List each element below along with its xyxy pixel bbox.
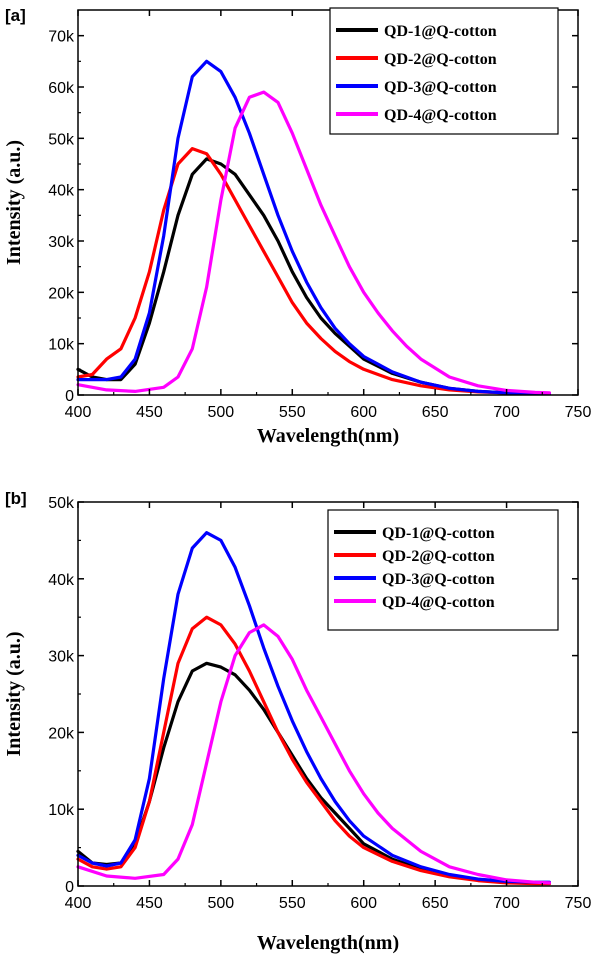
y-tick-label: 50k: [48, 495, 75, 512]
x-tick-label: 400: [65, 895, 92, 912]
x-axis-label: Wavelength(nm): [257, 425, 399, 447]
y-tick-label: 20k: [48, 285, 75, 302]
x-tick-label: 400: [65, 404, 92, 421]
y-axis-label: Intensity (a.u.): [3, 140, 25, 265]
x-tick-label: 500: [208, 895, 235, 912]
series-line-2: [76, 147, 551, 396]
x-tick-label: 450: [136, 895, 163, 912]
legend-entry-2: QD-2@Q-cotton: [384, 51, 497, 68]
x-tick-label: 700: [493, 404, 520, 421]
x-tick-label: 550: [279, 404, 306, 421]
y-tick-label: 40k: [48, 572, 75, 589]
x-tick-label: 550: [279, 895, 306, 912]
x-axis-label: Wavelength(nm): [257, 932, 399, 954]
legend: QD-1@Q-cotton QD-2@Q-cotton QD-3@Q-cotton Q…: [329, 7, 559, 135]
series-line-2: [76, 615, 551, 886]
y-tick-label: 0: [65, 388, 74, 405]
y-tick-label: 20k: [48, 725, 75, 742]
x-tick-label: 750: [565, 895, 592, 912]
legend-entry-4: QD-4@Q-cotton: [384, 107, 497, 124]
series-line-4: [76, 90, 551, 395]
chart-panel-1: 400 450 500 550 600 650 700 750 0 10k 20k 30k 40k 50k…: [3, 489, 591, 954]
x-tick-label: 650: [422, 404, 449, 421]
legend-entry-3: QD-3@Q-cotton: [384, 79, 497, 96]
x-tick-label: 750: [565, 404, 592, 421]
x-tick-label: 500: [208, 404, 235, 421]
y-tick-label: 30k: [48, 649, 75, 666]
y-tick-label: 10k: [48, 802, 75, 819]
y-tick-label: 40k: [48, 183, 75, 200]
y-tick-label: 30k: [48, 234, 75, 251]
x-tick-label: 700: [493, 895, 520, 912]
y-tick-label: 50k: [48, 131, 75, 148]
x-tick-label: 600: [350, 404, 377, 421]
y-tick-label: 70k: [48, 29, 75, 46]
panel-label: [a]: [5, 6, 26, 25]
legend-entry-2: QD-2@Q-cotton: [382, 548, 495, 565]
legend-entry-4: QD-4@Q-cotton: [382, 594, 495, 611]
legend-entry-3: QD-3@Q-cotton: [382, 571, 495, 588]
y-tick-label: 10k: [48, 337, 75, 354]
x-tick-label: 650: [422, 895, 449, 912]
legend: QD-1@Q-cotton QD-2@Q-cotton QD-3@Q-cotton Q…: [327, 509, 559, 631]
series-line-4: [76, 623, 551, 885]
panel-label: [b]: [5, 489, 27, 508]
y-axis-label: Intensity (a.u.): [3, 631, 25, 756]
x-tick-label: 450: [136, 404, 163, 421]
chart-panel-0: 400 450 500 550 600 650 700 750 0 10k 20k 30k 40k 50k…: [3, 6, 591, 447]
series-line-3: [76, 59, 551, 396]
series-line-3: [76, 531, 551, 884]
legend-entry-1: QD-1@Q-cotton: [382, 525, 495, 542]
y-tick-label: 0: [65, 879, 74, 896]
x-tick-label: 600: [350, 895, 377, 912]
y-tick-label: 60k: [48, 80, 75, 97]
legend-entry-1: QD-1@Q-cotton: [384, 23, 497, 40]
